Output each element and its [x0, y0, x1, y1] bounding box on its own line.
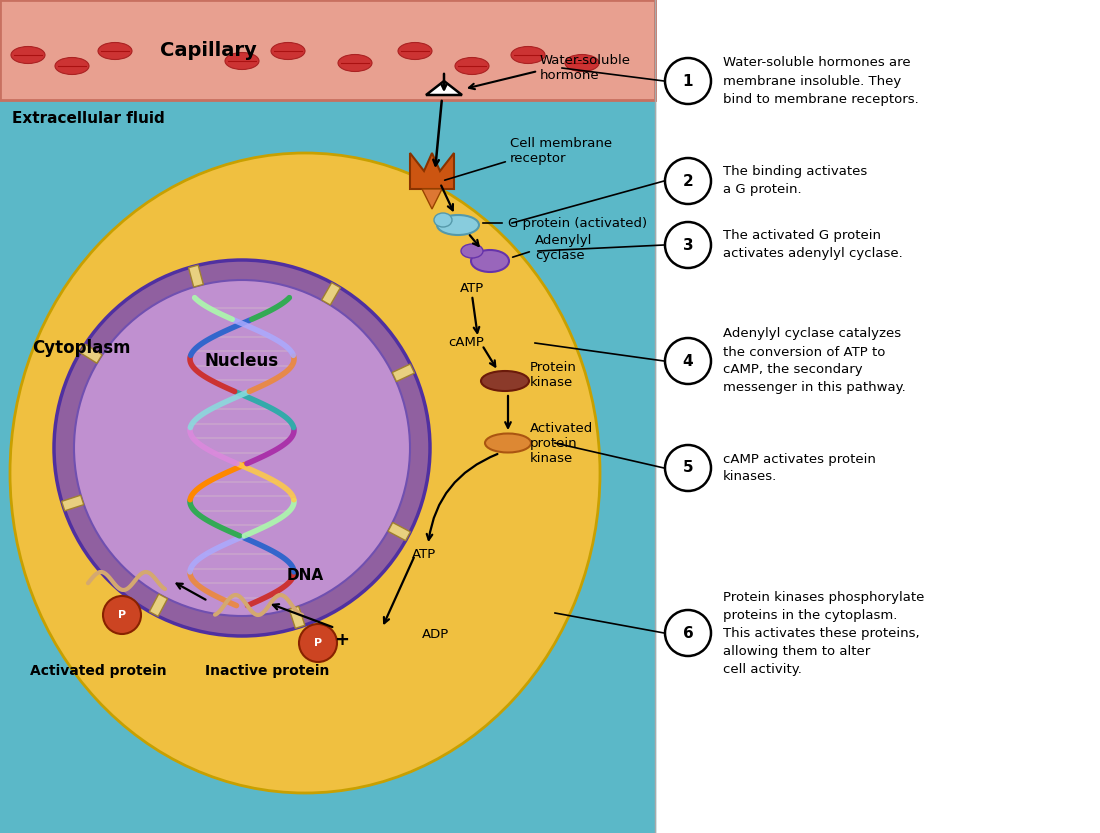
Ellipse shape [471, 250, 509, 272]
Circle shape [54, 260, 430, 636]
Text: Adenylyl cyclase catalyzes
the conversion of ATP to
cAMP, the secondary
messenge: Adenylyl cyclase catalyzes the conversio… [723, 327, 905, 395]
Circle shape [299, 624, 337, 662]
Text: Cell membrane
receptor: Cell membrane receptor [510, 137, 612, 165]
Ellipse shape [565, 54, 600, 72]
Text: ATP: ATP [460, 282, 484, 295]
Ellipse shape [434, 213, 452, 227]
Ellipse shape [11, 47, 45, 63]
Text: cAMP: cAMP [448, 337, 484, 350]
Circle shape [666, 158, 711, 204]
Polygon shape [289, 606, 305, 628]
Text: 5: 5 [683, 461, 693, 476]
Text: Capillary: Capillary [160, 41, 256, 59]
Text: ADP: ADP [422, 629, 449, 641]
Polygon shape [188, 265, 204, 287]
Text: Nucleus: Nucleus [205, 352, 279, 370]
Text: Extracellular fluid: Extracellular fluid [12, 111, 165, 126]
Polygon shape [150, 594, 167, 616]
Text: 2: 2 [683, 173, 693, 188]
Text: The binding activates
a G protein.: The binding activates a G protein. [723, 166, 867, 197]
Text: 6: 6 [683, 626, 693, 641]
Circle shape [666, 58, 711, 104]
Circle shape [666, 610, 711, 656]
Text: +: + [334, 631, 350, 649]
Polygon shape [62, 495, 84, 511]
Polygon shape [410, 153, 454, 189]
Polygon shape [426, 81, 462, 95]
Text: DNA: DNA [286, 567, 323, 582]
Circle shape [666, 338, 711, 384]
Polygon shape [321, 282, 340, 305]
Text: Adenylyl
cyclase: Adenylyl cyclase [535, 234, 593, 262]
Ellipse shape [338, 54, 372, 72]
Ellipse shape [461, 244, 483, 258]
Text: Water-soluble hormones are
membrane insoluble. They
bind to membrane receptors.: Water-soluble hormones are membrane inso… [723, 57, 918, 106]
Polygon shape [80, 344, 102, 363]
Ellipse shape [512, 47, 544, 63]
Ellipse shape [98, 42, 132, 59]
Circle shape [666, 445, 711, 491]
Bar [0, 0, 654, 100]
Text: The activated G protein
activates adenylyl cyclase.: The activated G protein activates adenyl… [723, 230, 903, 261]
Bar [0, 0, 654, 833]
Text: 1: 1 [683, 73, 693, 88]
Ellipse shape [455, 57, 490, 74]
Polygon shape [422, 189, 442, 209]
Ellipse shape [437, 215, 478, 235]
Ellipse shape [271, 42, 305, 59]
Ellipse shape [10, 153, 600, 793]
Text: Protein kinases phosphorylate
proteins in the cytoplasm.
This activates these pr: Protein kinases phosphorylate proteins i… [723, 591, 924, 676]
Text: 4: 4 [683, 353, 693, 368]
Ellipse shape [55, 57, 89, 74]
Text: cAMP activates protein
kinases.: cAMP activates protein kinases. [723, 452, 876, 483]
Polygon shape [392, 364, 415, 382]
Text: Protein
kinase: Protein kinase [530, 361, 576, 389]
Ellipse shape [485, 433, 531, 452]
Text: ATP: ATP [412, 548, 437, 561]
Ellipse shape [398, 42, 432, 59]
Text: Inactive protein: Inactive protein [205, 664, 329, 678]
Circle shape [74, 280, 410, 616]
Text: P: P [118, 610, 127, 620]
Text: 3: 3 [683, 237, 693, 252]
Text: G protein (activated): G protein (activated) [508, 217, 647, 230]
Text: Activated
protein
kinase: Activated protein kinase [530, 421, 593, 465]
Circle shape [103, 596, 141, 634]
Text: Cytoplasm: Cytoplasm [32, 339, 131, 357]
Text: Activated protein: Activated protein [30, 664, 166, 678]
Text: Water-soluble
hormone: Water-soluble hormone [540, 54, 631, 82]
Circle shape [666, 222, 711, 268]
Polygon shape [388, 522, 410, 541]
Text: P: P [314, 638, 322, 648]
Bar [654, 0, 1100, 833]
Ellipse shape [226, 52, 258, 69]
Ellipse shape [481, 371, 529, 391]
